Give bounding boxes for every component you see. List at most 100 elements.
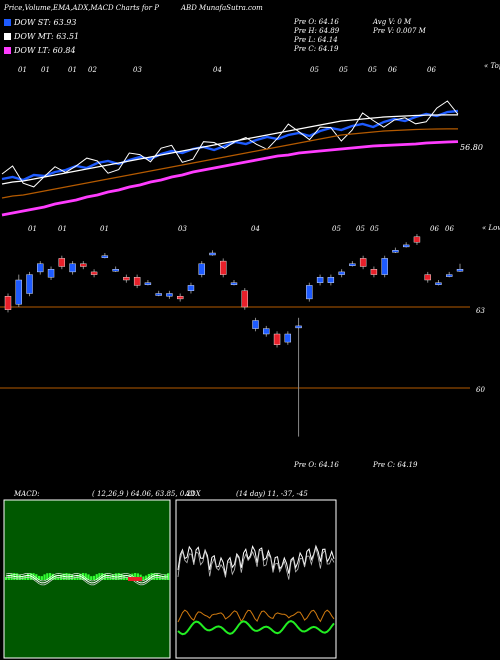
macd-hist-bar: [43, 574, 46, 580]
macd-hist-bar: [37, 575, 41, 580]
candle-body: [58, 258, 66, 267]
month-tick: 05: [370, 225, 379, 233]
candle-body: [456, 269, 464, 272]
macd-hist-bar: [136, 573, 139, 580]
ema-lt-line: [1, 140, 459, 217]
candle-body: [37, 263, 44, 273]
legend-label-lt: DOW LT: 60.84: [14, 46, 76, 55]
candle-body: [112, 269, 119, 272]
candle-body: [209, 252, 216, 256]
month-tick: 01: [58, 225, 67, 233]
month-tick: 06: [445, 225, 454, 233]
candle-body: [381, 258, 388, 275]
candle-body: [4, 296, 12, 310]
macd-hist-bar: [32, 573, 35, 580]
candle-body: [446, 274, 453, 277]
pre-volume: Pre V: 0.007 M: [373, 27, 426, 35]
ema-long-line: [1, 128, 458, 199]
adx-line-2: [177, 546, 335, 580]
macd-hist-bar: [10, 573, 13, 580]
month-tick: 02: [88, 66, 97, 74]
macd-hist-bar: [26, 573, 30, 580]
legend-label-st: DOW ST: 63.93: [14, 18, 77, 27]
month-tick: 06: [388, 66, 397, 74]
macd-hist-bar: [92, 575, 96, 580]
macd-hist-bar: [125, 576, 129, 580]
macd-hist-bar: [46, 573, 49, 580]
candle-body: [263, 328, 270, 335]
macd-hist-bar: [101, 573, 104, 580]
candle-body: [252, 320, 259, 329]
candle-body: [90, 271, 98, 275]
macd-hist-bar: [79, 573, 82, 580]
price-line: [1, 100, 459, 188]
macd-label: MACD:: [14, 490, 40, 498]
candle-body: [241, 290, 248, 308]
candle-body: [144, 282, 152, 285]
candle-body: [220, 260, 227, 275]
month-tick: 05: [368, 66, 377, 74]
ohlc-low: Pre L: 64.14: [294, 36, 338, 44]
macd-hist-bar: [95, 574, 98, 580]
candle-body: [306, 285, 313, 300]
candle-body: [26, 274, 33, 294]
candle-body: [316, 277, 324, 283]
legend-swatch-st: [4, 19, 11, 26]
macd-hist-bar: [153, 573, 156, 580]
macd-hist-bar: [145, 575, 148, 580]
month-tick: 01: [68, 66, 77, 74]
candle-body: [424, 274, 431, 281]
month-tick: 01: [100, 225, 109, 233]
macd-hist-bar: [57, 576, 60, 580]
month-tick: 03: [178, 225, 187, 233]
macd-hist-bar: [142, 576, 145, 580]
macd-hist-bar: [167, 573, 170, 580]
macd-hist-bar: [35, 574, 38, 580]
macd-hist-bar: [112, 574, 115, 580]
candle-body: [349, 263, 356, 266]
chart-title: Price,Volume,EMA,ADX,MACD Charts for P: [4, 4, 159, 12]
candle-body: [176, 296, 184, 300]
legend-item-dow-lt: DOW LT: 60.84: [4, 46, 76, 56]
month-tick: 01: [28, 225, 37, 233]
candle-body: [370, 269, 378, 275]
macd-hist-bar: [161, 576, 164, 580]
legend-item-dow-st: DOW ST: 63.93: [4, 18, 76, 28]
di-minus-line: [177, 609, 335, 623]
candle-body: [273, 333, 281, 346]
candle-body: [327, 277, 335, 283]
month-tick: 04: [251, 225, 260, 233]
macd-hist-bar: [120, 573, 123, 580]
candle-body: [69, 263, 76, 273]
macd-values: ( 12,26,9 ) 64.06, 63.85, 0.21: [92, 490, 196, 498]
month-tick: 04: [213, 66, 222, 74]
candle-body: [133, 277, 141, 286]
candle-body: [402, 244, 410, 248]
macd-line: [5, 574, 169, 584]
candle-body: [230, 282, 238, 285]
adx-label: ADX: [185, 490, 201, 498]
macd-hist-bar: [103, 573, 107, 580]
level-60-label: 60: [476, 386, 485, 394]
candle-body: [284, 333, 292, 343]
candle-body: [123, 277, 130, 281]
macd-hist-bar: [73, 576, 76, 580]
candle-body: [435, 282, 442, 285]
adx-line: [177, 544, 335, 576]
candle-body: [295, 325, 302, 329]
month-tick: 03: [133, 66, 142, 74]
month-tick: 05: [339, 66, 348, 74]
ema-mt-line: [1, 114, 458, 185]
month-tick: 06: [430, 225, 439, 233]
adx-values: (14 day) 11, -37, -45: [236, 490, 308, 498]
month-tick: 05: [310, 66, 319, 74]
lower-label: « Lower: [482, 224, 500, 232]
candle-body: [155, 293, 162, 296]
month-tick: 01: [41, 66, 50, 74]
macd-hist-bar: [59, 574, 63, 580]
month-tick: 05: [332, 225, 341, 233]
macd-hist-bar: [84, 573, 87, 580]
topo-label: « Topo: [484, 62, 500, 70]
